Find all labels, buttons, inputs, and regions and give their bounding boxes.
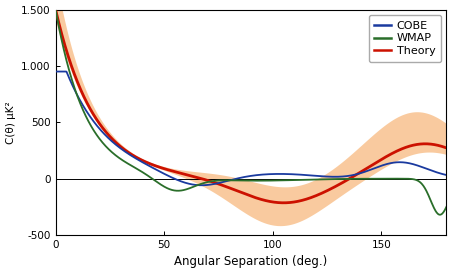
COBE [321, 175, 327, 178]
Line: COBE: COBE [55, 72, 446, 185]
Theory [211, 181, 216, 184]
X-axis label: Angular Separation (deg.): Angular Separation (deg.) [174, 255, 327, 269]
WMAP [321, 178, 326, 181]
COBE [364, 169, 370, 172]
COBE [198, 184, 204, 187]
COBE [92, 122, 98, 125]
COBE [443, 173, 448, 177]
COBE [357, 172, 363, 175]
Theory [53, 8, 58, 11]
Theory [321, 190, 327, 194]
WMAP [364, 177, 369, 180]
COBE [53, 70, 58, 73]
WMAP [436, 213, 442, 216]
WMAP [211, 179, 216, 182]
Theory [92, 116, 98, 119]
Theory [281, 201, 286, 204]
WMAP [357, 177, 362, 181]
Theory [364, 166, 370, 169]
WMAP [53, 8, 58, 11]
WMAP [92, 132, 98, 135]
Legend: COBE, WMAP, Theory: COBE, WMAP, Theory [368, 15, 440, 62]
Theory [225, 185, 230, 189]
Theory [357, 170, 363, 174]
Y-axis label: C(θ) μK²: C(θ) μK² [5, 101, 15, 144]
Line: Theory: Theory [55, 10, 446, 203]
COBE [211, 182, 216, 186]
WMAP [443, 205, 448, 209]
WMAP [225, 179, 230, 182]
COBE [225, 179, 230, 182]
Line: WMAP: WMAP [55, 10, 446, 215]
Theory [443, 146, 448, 150]
